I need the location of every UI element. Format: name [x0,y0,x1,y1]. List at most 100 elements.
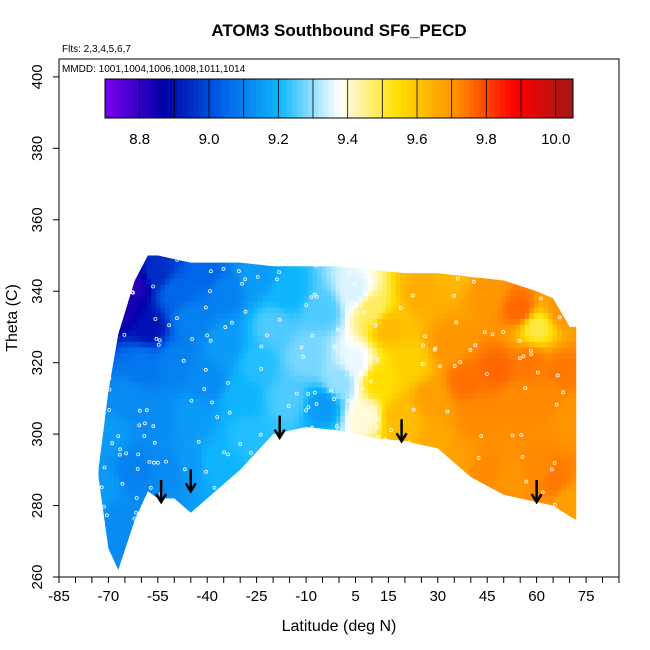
heatmap-cell [294,495,300,502]
heatmap-cell [294,301,300,308]
heatmap-cell [460,518,466,525]
heatmap-cell [358,324,364,331]
heatmap-cell [349,392,355,399]
heatmap-cell [460,415,466,422]
heatmap-cell [211,289,217,297]
heatmap-cell [82,456,87,462]
heatmap-cell [404,284,411,291]
heatmap-cell [73,404,78,410]
heatmap-cell [105,346,111,354]
heatmap-cell [91,273,96,279]
heatmap-cell [367,524,374,531]
heatmap-cell [252,358,258,365]
heatmap-cell [284,449,291,457]
heatmap-cell [252,478,258,485]
heatmap-cell [192,369,198,377]
heatmap-cell [132,409,138,417]
heatmap-cell [201,552,208,560]
heatmap-cell [155,301,162,308]
heatmap-cell [114,306,120,314]
heatmap-cell [160,421,166,428]
heatmap-cell [289,306,295,314]
heatmap-cell [201,266,208,274]
heatmap-cell [174,461,180,468]
heatmap-cell [308,438,314,445]
heatmap-cell [414,552,420,560]
heatmap-cell [178,369,185,377]
heatmap-cell [215,421,222,428]
heatmap-cell [238,318,245,325]
heatmap-cell [109,535,115,542]
heatmap-cell [419,244,424,250]
heatmap-cell [252,461,258,468]
heatmap-cell [109,375,115,382]
heatmap-cell [128,386,134,394]
heatmap-cell [64,536,69,542]
heatmap-cell [363,404,369,411]
heatmap-cell [460,501,466,508]
heatmap-cell [377,455,383,462]
heatmap-cell [174,335,180,342]
heatmap-cell [77,558,82,564]
heatmap-cell [308,564,314,570]
heatmap-cell [381,484,388,491]
heatmap-cell [289,438,295,445]
heatmap-cell [87,524,92,530]
heatmap-cell [460,444,466,451]
heatmap-cell [91,290,96,296]
heatmap-cell [455,438,461,445]
heatmap-cell [261,369,268,377]
heatmap-cell [234,295,240,302]
heatmap-cell [169,409,175,417]
heatmap-cell [220,466,226,474]
heatmap-cell [400,512,406,520]
heatmap-cell [451,255,457,262]
heatmap-cell [441,266,447,274]
heatmap-cell [363,466,369,474]
heatmap-cell [178,284,185,291]
heatmap-cell [137,278,143,285]
heatmap-cell [367,266,374,274]
heatmap-cell [460,472,466,480]
heatmap-cell [261,535,268,542]
heatmap-cell [188,324,194,331]
heatmap-cell [280,381,286,388]
heatmap-cell [349,261,355,268]
heatmap-cell [432,381,438,388]
heatmap-cell [335,261,341,268]
heatmap-cell [114,318,120,325]
heatmap-cell [294,466,300,474]
heatmap-cell [298,461,305,468]
heatmap-cell [243,404,249,411]
heatmap-cell [220,426,226,434]
heatmap-cell [243,318,249,325]
heatmap-cell [441,529,447,537]
heatmap-cell [280,409,286,417]
heatmap-cell [308,512,314,520]
heatmap-cell [91,524,96,530]
heatmap-cell [441,272,447,279]
heatmap-cell [174,495,180,502]
heatmap-cell [248,364,254,371]
heatmap-cell [132,329,138,337]
heatmap-cell [133,244,138,250]
heatmap-cell [312,318,318,325]
heatmap-cell [335,266,341,274]
heatmap-cell [409,375,415,382]
heatmap-cell [114,535,120,542]
heatmap-cell [229,404,235,411]
heatmap-cell [118,364,125,371]
heatmap-cell [197,295,203,302]
heatmap-cell [395,346,401,354]
heatmap-cell [211,404,217,411]
heatmap-cell [326,381,332,388]
heatmap-cell [321,461,328,468]
heatmap-cell [118,266,125,274]
heatmap-cell [349,324,355,331]
heatmap-cell [271,466,277,474]
heatmap-cell [414,484,420,491]
heatmap-cell [358,306,364,314]
heatmap-cell [372,501,378,508]
heatmap-cell [234,278,240,285]
heatmap-cell [160,432,166,439]
